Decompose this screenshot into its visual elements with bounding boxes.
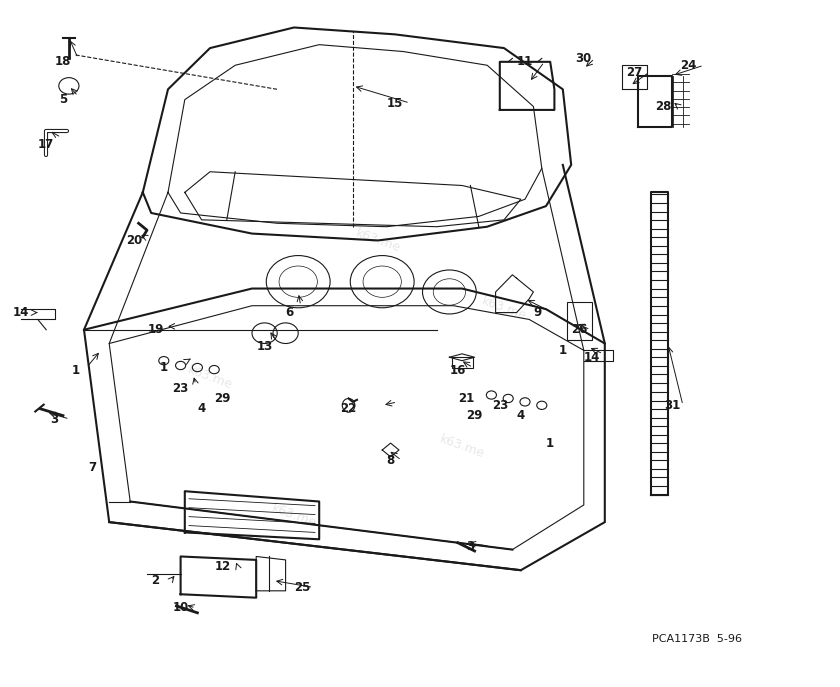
Text: 8: 8 xyxy=(386,454,395,466)
Text: 23: 23 xyxy=(172,382,189,394)
Text: 22: 22 xyxy=(340,403,357,415)
Text: 3: 3 xyxy=(50,413,59,425)
Text: k63.me: k63.me xyxy=(354,226,402,255)
Text: k63.me: k63.me xyxy=(186,363,234,392)
Text: 5: 5 xyxy=(59,93,67,106)
Text: 27: 27 xyxy=(626,66,643,78)
Text: 18: 18 xyxy=(55,56,71,68)
Text: 1: 1 xyxy=(546,437,554,449)
Text: 3: 3 xyxy=(466,540,475,552)
Text: PCA1173B  5-96: PCA1173B 5-96 xyxy=(652,634,743,644)
Text: 19: 19 xyxy=(147,324,164,336)
Text: 1: 1 xyxy=(160,361,168,374)
Text: 4: 4 xyxy=(197,403,206,415)
Bar xyxy=(452,357,473,368)
Text: k63.me: k63.me xyxy=(270,501,318,530)
Text: 24: 24 xyxy=(680,59,697,71)
Text: 20: 20 xyxy=(126,234,143,247)
Text: 15: 15 xyxy=(386,97,403,109)
Text: 10: 10 xyxy=(172,602,189,614)
Text: 11: 11 xyxy=(517,56,533,68)
Text: 7: 7 xyxy=(88,461,97,473)
Text: 28: 28 xyxy=(655,100,672,113)
Text: 17: 17 xyxy=(38,138,55,150)
Text: 23: 23 xyxy=(491,399,508,412)
Text: 30: 30 xyxy=(575,52,592,65)
Text: 26: 26 xyxy=(571,324,588,336)
Text: 2: 2 xyxy=(151,574,160,587)
Text: 1: 1 xyxy=(71,365,80,377)
Text: 4: 4 xyxy=(517,409,525,422)
Text: 21: 21 xyxy=(458,392,475,405)
Text: 13: 13 xyxy=(256,341,273,353)
Text: 9: 9 xyxy=(533,306,542,319)
Text: 29: 29 xyxy=(466,409,483,422)
Text: 16: 16 xyxy=(449,365,466,377)
Text: k63.me: k63.me xyxy=(438,432,486,461)
Text: 14: 14 xyxy=(13,306,29,319)
Text: k63.me: k63.me xyxy=(480,295,528,324)
Text: 14: 14 xyxy=(584,351,601,363)
Text: 25: 25 xyxy=(294,581,311,594)
Text: 1: 1 xyxy=(559,344,567,357)
Text: 12: 12 xyxy=(214,561,231,573)
Text: 29: 29 xyxy=(214,392,231,405)
Text: 31: 31 xyxy=(664,399,680,412)
Text: 6: 6 xyxy=(286,306,294,319)
